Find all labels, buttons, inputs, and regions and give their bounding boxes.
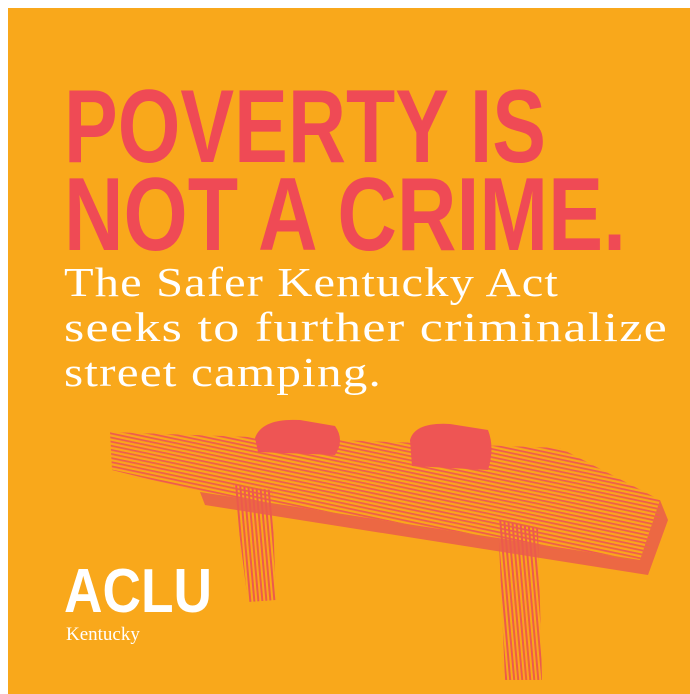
subtext: seeks to further criminalize bbox=[64, 304, 668, 350]
logo: ACLU bbox=[64, 557, 212, 626]
headline: NOT A CRIME. bbox=[64, 157, 626, 273]
logo-region: Kentucky bbox=[66, 624, 140, 645]
poster: POVERTY IS NOT A CRIME. The Safer Kentuc… bbox=[0, 0, 690, 694]
subtext: The Safer Kentucky Act bbox=[64, 259, 559, 305]
subtext: street camping. bbox=[64, 349, 382, 395]
